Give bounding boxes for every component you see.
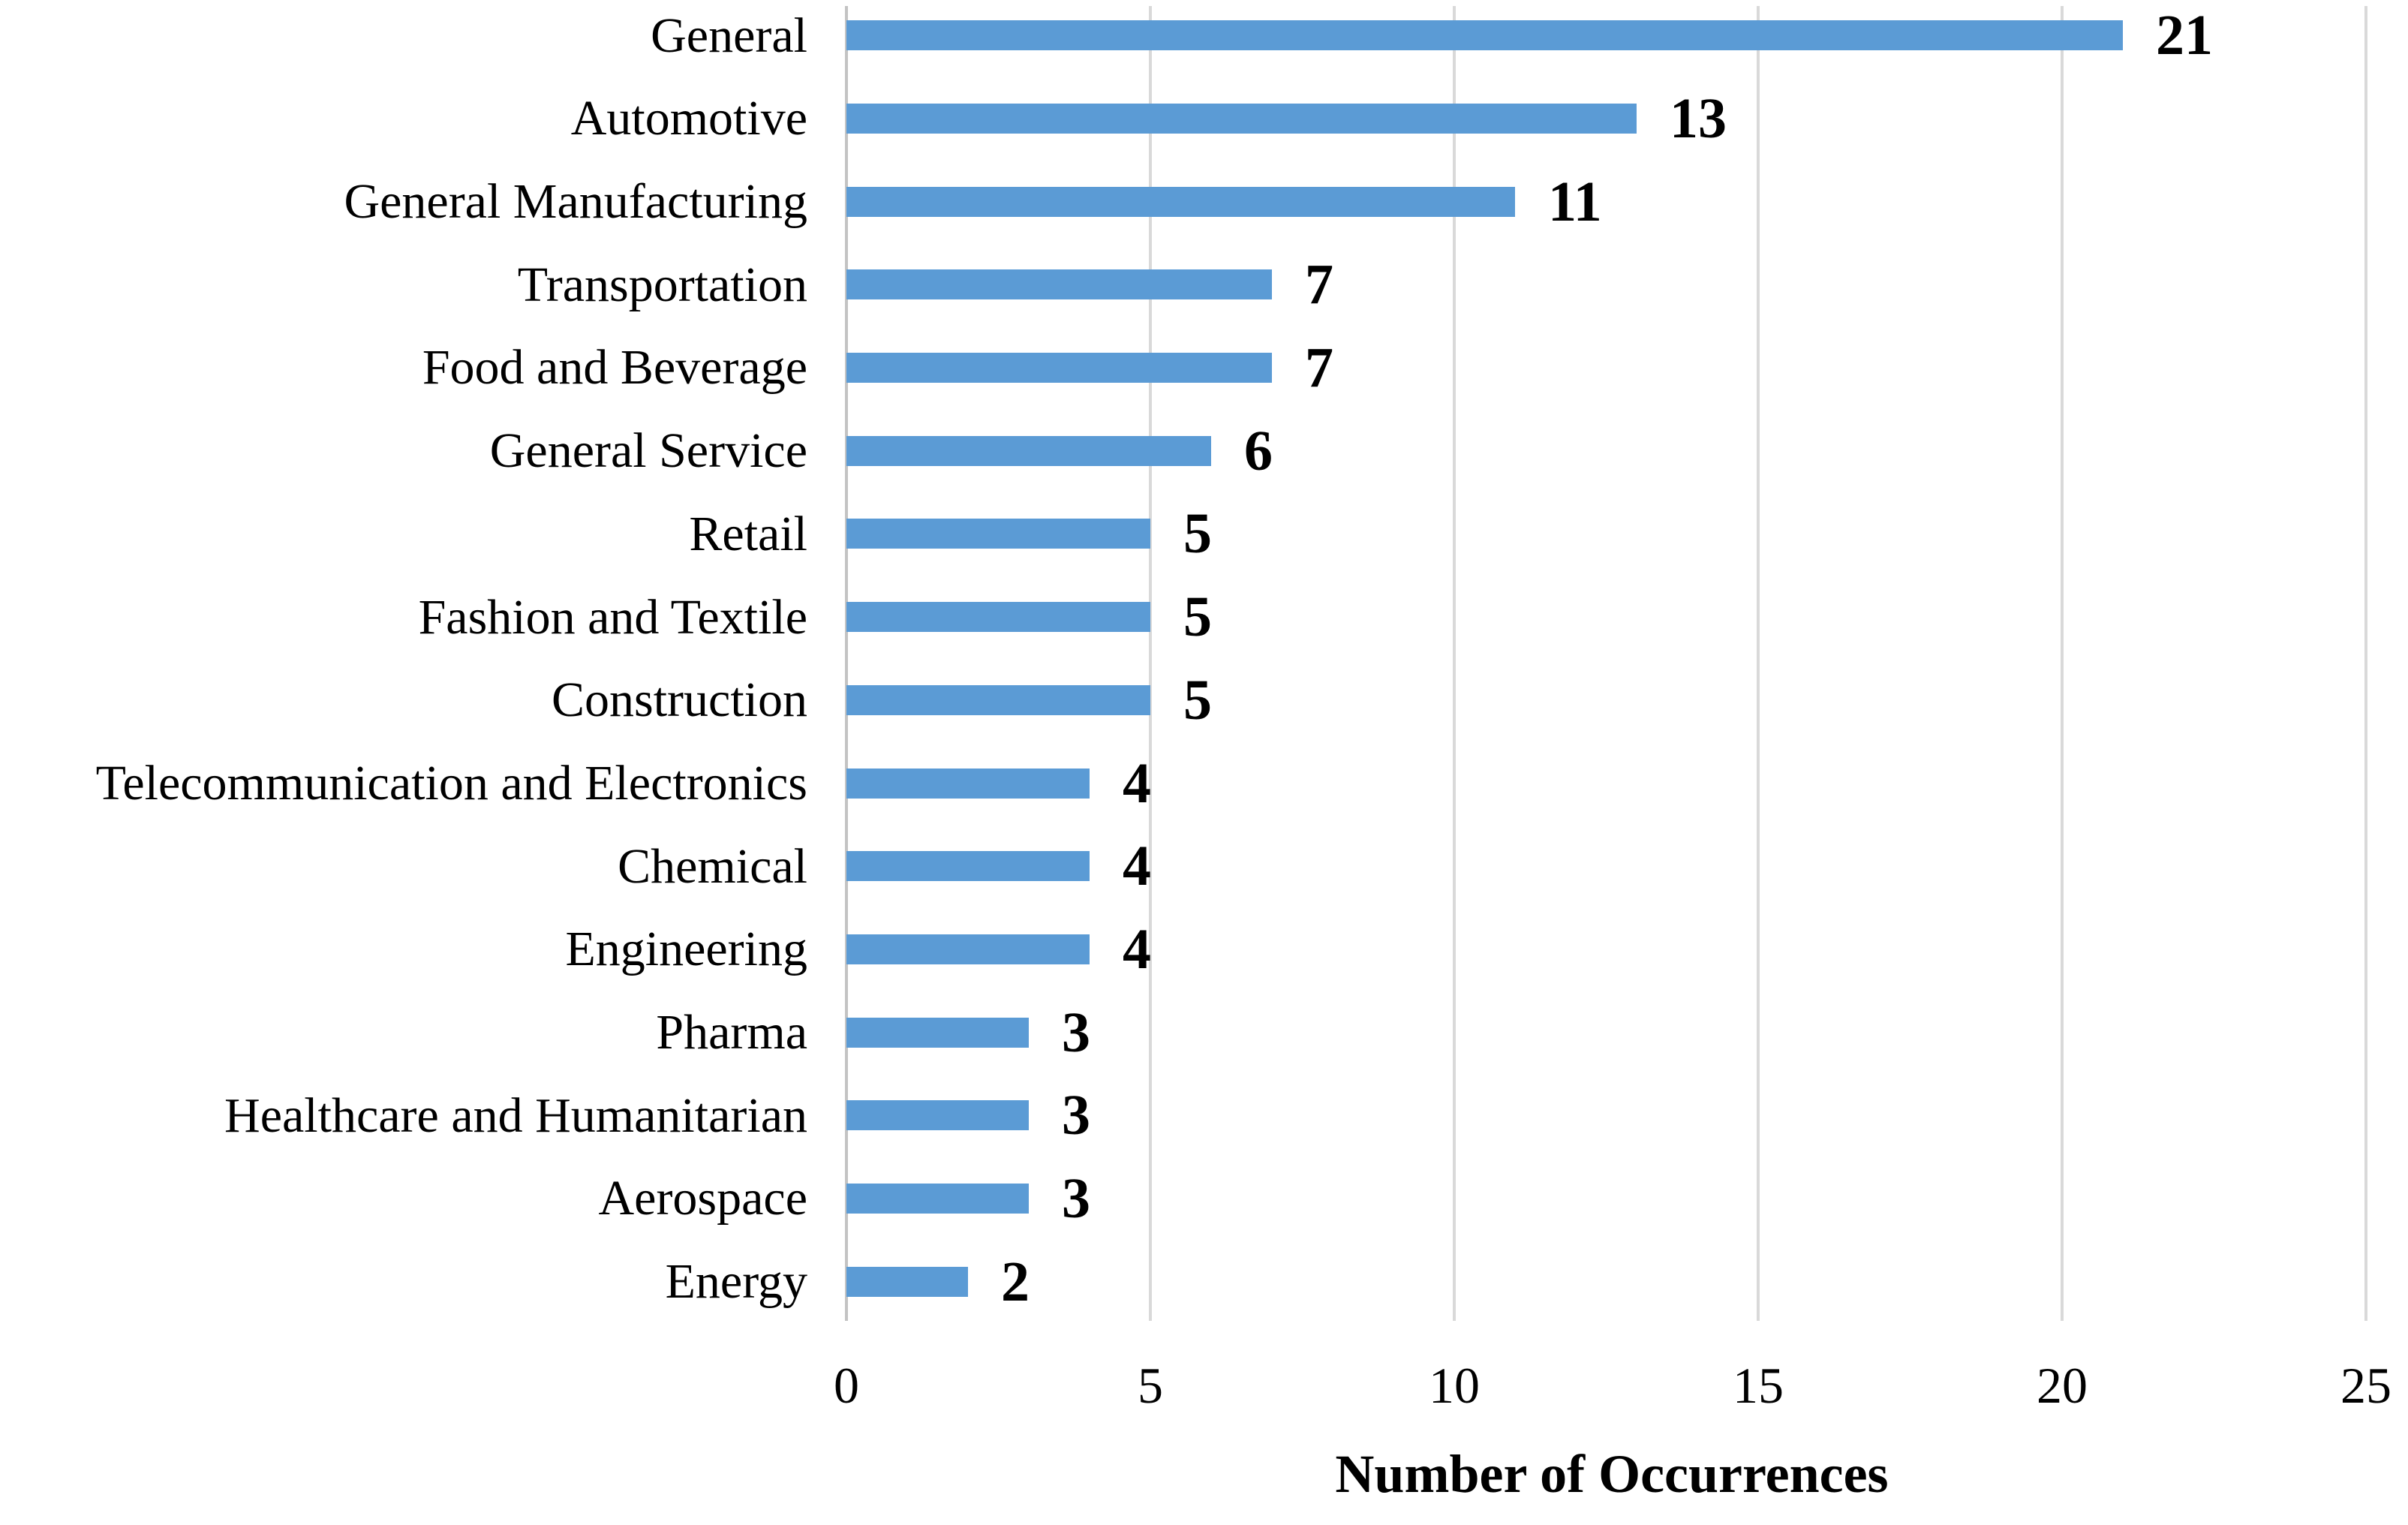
bar-track: 4 (846, 825, 2408, 908)
bar (846, 851, 1090, 882)
bar-track: 4 (846, 908, 2408, 991)
bar-track: 7 (846, 326, 2408, 410)
x-axis-tick-label: 25 (2340, 1357, 2391, 1414)
x-axis: 0 5 10 15 20 25 (0, 1360, 2408, 1435)
category-label: Aerospace (598, 1171, 807, 1226)
bar (846, 684, 1150, 715)
value-label: 11 (1548, 170, 1602, 233)
category-label: Construction (552, 672, 807, 728)
value-label: 7 (1305, 336, 1333, 400)
bar (846, 104, 1637, 134)
bar-row: Transportation 7 (0, 243, 2408, 326)
bar-row: Telecommunication and Electronics 4 (0, 741, 2408, 825)
bar-row: Fashion and Textile 5 (0, 576, 2408, 659)
bar (846, 1266, 968, 1297)
bar-row: Construction 5 (0, 659, 2408, 742)
value-label: 6 (1244, 419, 1273, 483)
gridline (2364, 6, 2367, 1321)
bar (846, 1183, 1029, 1214)
value-label: 2 (1001, 1250, 1030, 1313)
value-label: 4 (1123, 835, 1151, 898)
value-label: 5 (1183, 668, 1212, 732)
bar-row: General 21 (0, 0, 2408, 77)
value-label: 13 (1670, 87, 1727, 151)
gridline (1757, 6, 1760, 1321)
bar (846, 435, 1211, 466)
bar-rows: General 21 Automotive 13 General Manufacturi… (0, 0, 2408, 1323)
bar-row: General Manufacturing 11 (0, 160, 2408, 243)
bar-row: General Service 6 (0, 409, 2408, 492)
category-label: Automotive (570, 91, 807, 146)
gridline (1149, 6, 1152, 1321)
category-label: Chemical (618, 838, 807, 894)
category-label: Energy (665, 1254, 807, 1309)
bar (846, 20, 2123, 51)
bar (846, 1100, 1029, 1131)
bar-row: Aerospace 3 (0, 1157, 2408, 1241)
bar-track: 5 (846, 576, 2408, 659)
category-label: Retail (689, 506, 807, 561)
value-label: 5 (1183, 585, 1212, 649)
value-label: 4 (1123, 751, 1151, 815)
bar (846, 269, 1272, 300)
value-label: 7 (1305, 253, 1333, 317)
bar-track: 5 (846, 659, 2408, 742)
bar-row: Chemical 4 (0, 825, 2408, 908)
category-label: Telecommunication and Electronics (95, 755, 807, 811)
category-label: General Manufacturing (344, 174, 807, 230)
bar-row: Pharma 3 (0, 991, 2408, 1074)
bar-track: 3 (846, 1157, 2408, 1241)
bar (846, 934, 1090, 964)
category-label: Healthcare and Humanitarian (224, 1087, 807, 1143)
value-label: 5 (1183, 502, 1212, 566)
x-axis-title: Number of Occurrences (1335, 1444, 1889, 1504)
bar (846, 519, 1150, 549)
bar-track: 7 (846, 243, 2408, 326)
bar-row: Food and Beverage 7 (0, 326, 2408, 410)
gridline (1453, 6, 1456, 1321)
bar-track: 3 (846, 991, 2408, 1074)
x-axis-tick-label: 0 (834, 1357, 859, 1414)
category-label: Pharma (656, 1004, 807, 1060)
category-label: General (651, 8, 807, 63)
bar-track: 2 (846, 1240, 2408, 1323)
bar-track: 4 (846, 741, 2408, 825)
x-axis-tick-label: 10 (1429, 1357, 1480, 1414)
bar-row: Automotive 13 (0, 77, 2408, 161)
gridline (2061, 6, 2064, 1321)
category-label: General Service (489, 423, 807, 479)
bar-track: 13 (846, 77, 2408, 161)
value-label: 3 (1062, 1166, 1090, 1230)
plot-area (0, 6, 2408, 1321)
bar-track: 21 (846, 0, 2408, 77)
bar-row: Energy 2 (0, 1240, 2408, 1323)
value-label: 3 (1062, 1000, 1090, 1064)
x-axis-tick-label: 20 (2037, 1357, 2088, 1414)
x-axis-tick-label: 15 (1733, 1357, 1784, 1414)
bar (846, 602, 1150, 633)
category-label: Fashion and Textile (418, 589, 807, 645)
category-label: Food and Beverage (422, 340, 807, 396)
bar-row: Engineering 4 (0, 908, 2408, 991)
bar (846, 353, 1272, 384)
bar-track: 5 (846, 492, 2408, 576)
value-label: 4 (1123, 917, 1151, 981)
y-axis-line (845, 6, 848, 1321)
value-label: 21 (2156, 4, 2213, 68)
bar (846, 1017, 1029, 1048)
bar (846, 768, 1090, 799)
bar-track: 3 (846, 1074, 2408, 1157)
x-axis-tick-label: 5 (1138, 1357, 1163, 1414)
category-label: Engineering (565, 922, 807, 977)
value-label: 3 (1062, 1084, 1090, 1148)
bar-row: Retail 5 (0, 492, 2408, 576)
bar (846, 186, 1515, 217)
bar-row: Healthcare and Humanitarian 3 (0, 1074, 2408, 1157)
bar-track: 6 (846, 409, 2408, 492)
bar-track: 11 (846, 160, 2408, 243)
category-label: Transportation (517, 257, 807, 312)
